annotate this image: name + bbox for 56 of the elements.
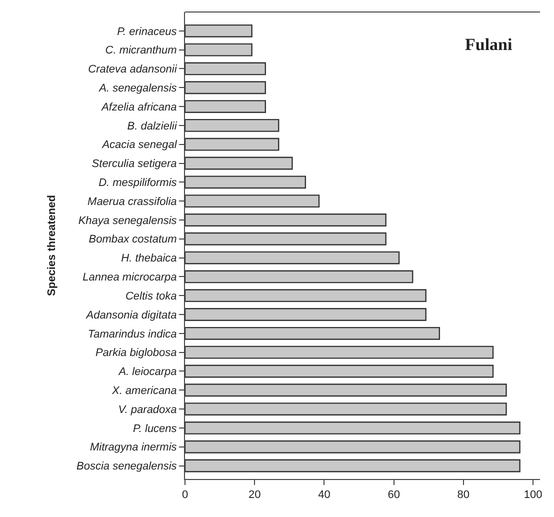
y-axis-title: Species threatened [46,195,58,296]
bar [185,440,520,454]
y-tick-label: Khaya senegalensis [78,214,178,227]
bar [185,232,386,246]
y-tick-label: P. erinaceus [117,26,178,38]
y-tick-label: Maerua crassifolia [88,196,177,208]
bar [185,194,320,208]
bar [185,100,266,113]
y-tick-label: B. dalzielii [127,120,178,132]
bar [185,176,306,189]
x-tick-label: 0 [182,489,188,502]
bar [185,81,266,94]
y-tick-label: Celtis toka [125,290,177,302]
bar [185,251,400,264]
bar [185,459,520,472]
annotation: Fulani [465,35,513,54]
y-tick-label: D. mespiliformis [98,177,178,190]
bar [185,402,507,416]
bar [185,384,507,397]
y-tick-label: Tamarindus indica [88,328,177,340]
y-tick-label: A. leiocarpa [118,366,177,378]
y-tick-label: H. thebaica [121,252,177,265]
bar [185,24,252,38]
bar [185,421,520,434]
x-tick-label: 60 [388,489,400,502]
y-tick-label: Parkia biglobosa [95,347,177,360]
bar [185,156,293,170]
y-tick-label: Adansonia digitata [85,309,177,322]
y-tick-label: Acacia senegal [101,139,178,152]
bar [185,308,426,321]
y-tick-label: Crateva adansonii [88,64,178,76]
x-tick-label: 100 [524,489,542,502]
bar [185,346,494,359]
y-tick-label: C. micranthum [105,44,177,57]
bar [185,138,280,151]
x-tick-label: 40 [318,489,330,502]
y-tick-label: Boscia senegalensis [76,460,178,473]
y-tick-label: V. paradoxa [118,404,177,416]
bar [185,214,386,226]
y-tick-label: Lannea microcarpa [82,272,177,284]
bar [185,364,494,378]
x-tick-label: 80 [457,489,470,502]
bar [185,43,252,56]
bar [185,289,426,302]
y-tick-label: P. lucens [132,422,178,435]
y-tick-label: Afzelia africana [100,101,177,114]
bar [185,62,266,76]
bar [185,118,280,132]
y-tick-label: A. senegalensis [98,82,178,94]
y-tick-label: X. americana [110,384,177,397]
x-tick-label: 20 [248,489,261,502]
bar [185,326,440,340]
y-tick-label: Sterculia setigera [92,158,177,170]
bar [185,270,414,284]
y-tick-label: Mitragyna inermis [90,442,178,454]
y-tick-label: Bombax costatum [88,234,177,246]
